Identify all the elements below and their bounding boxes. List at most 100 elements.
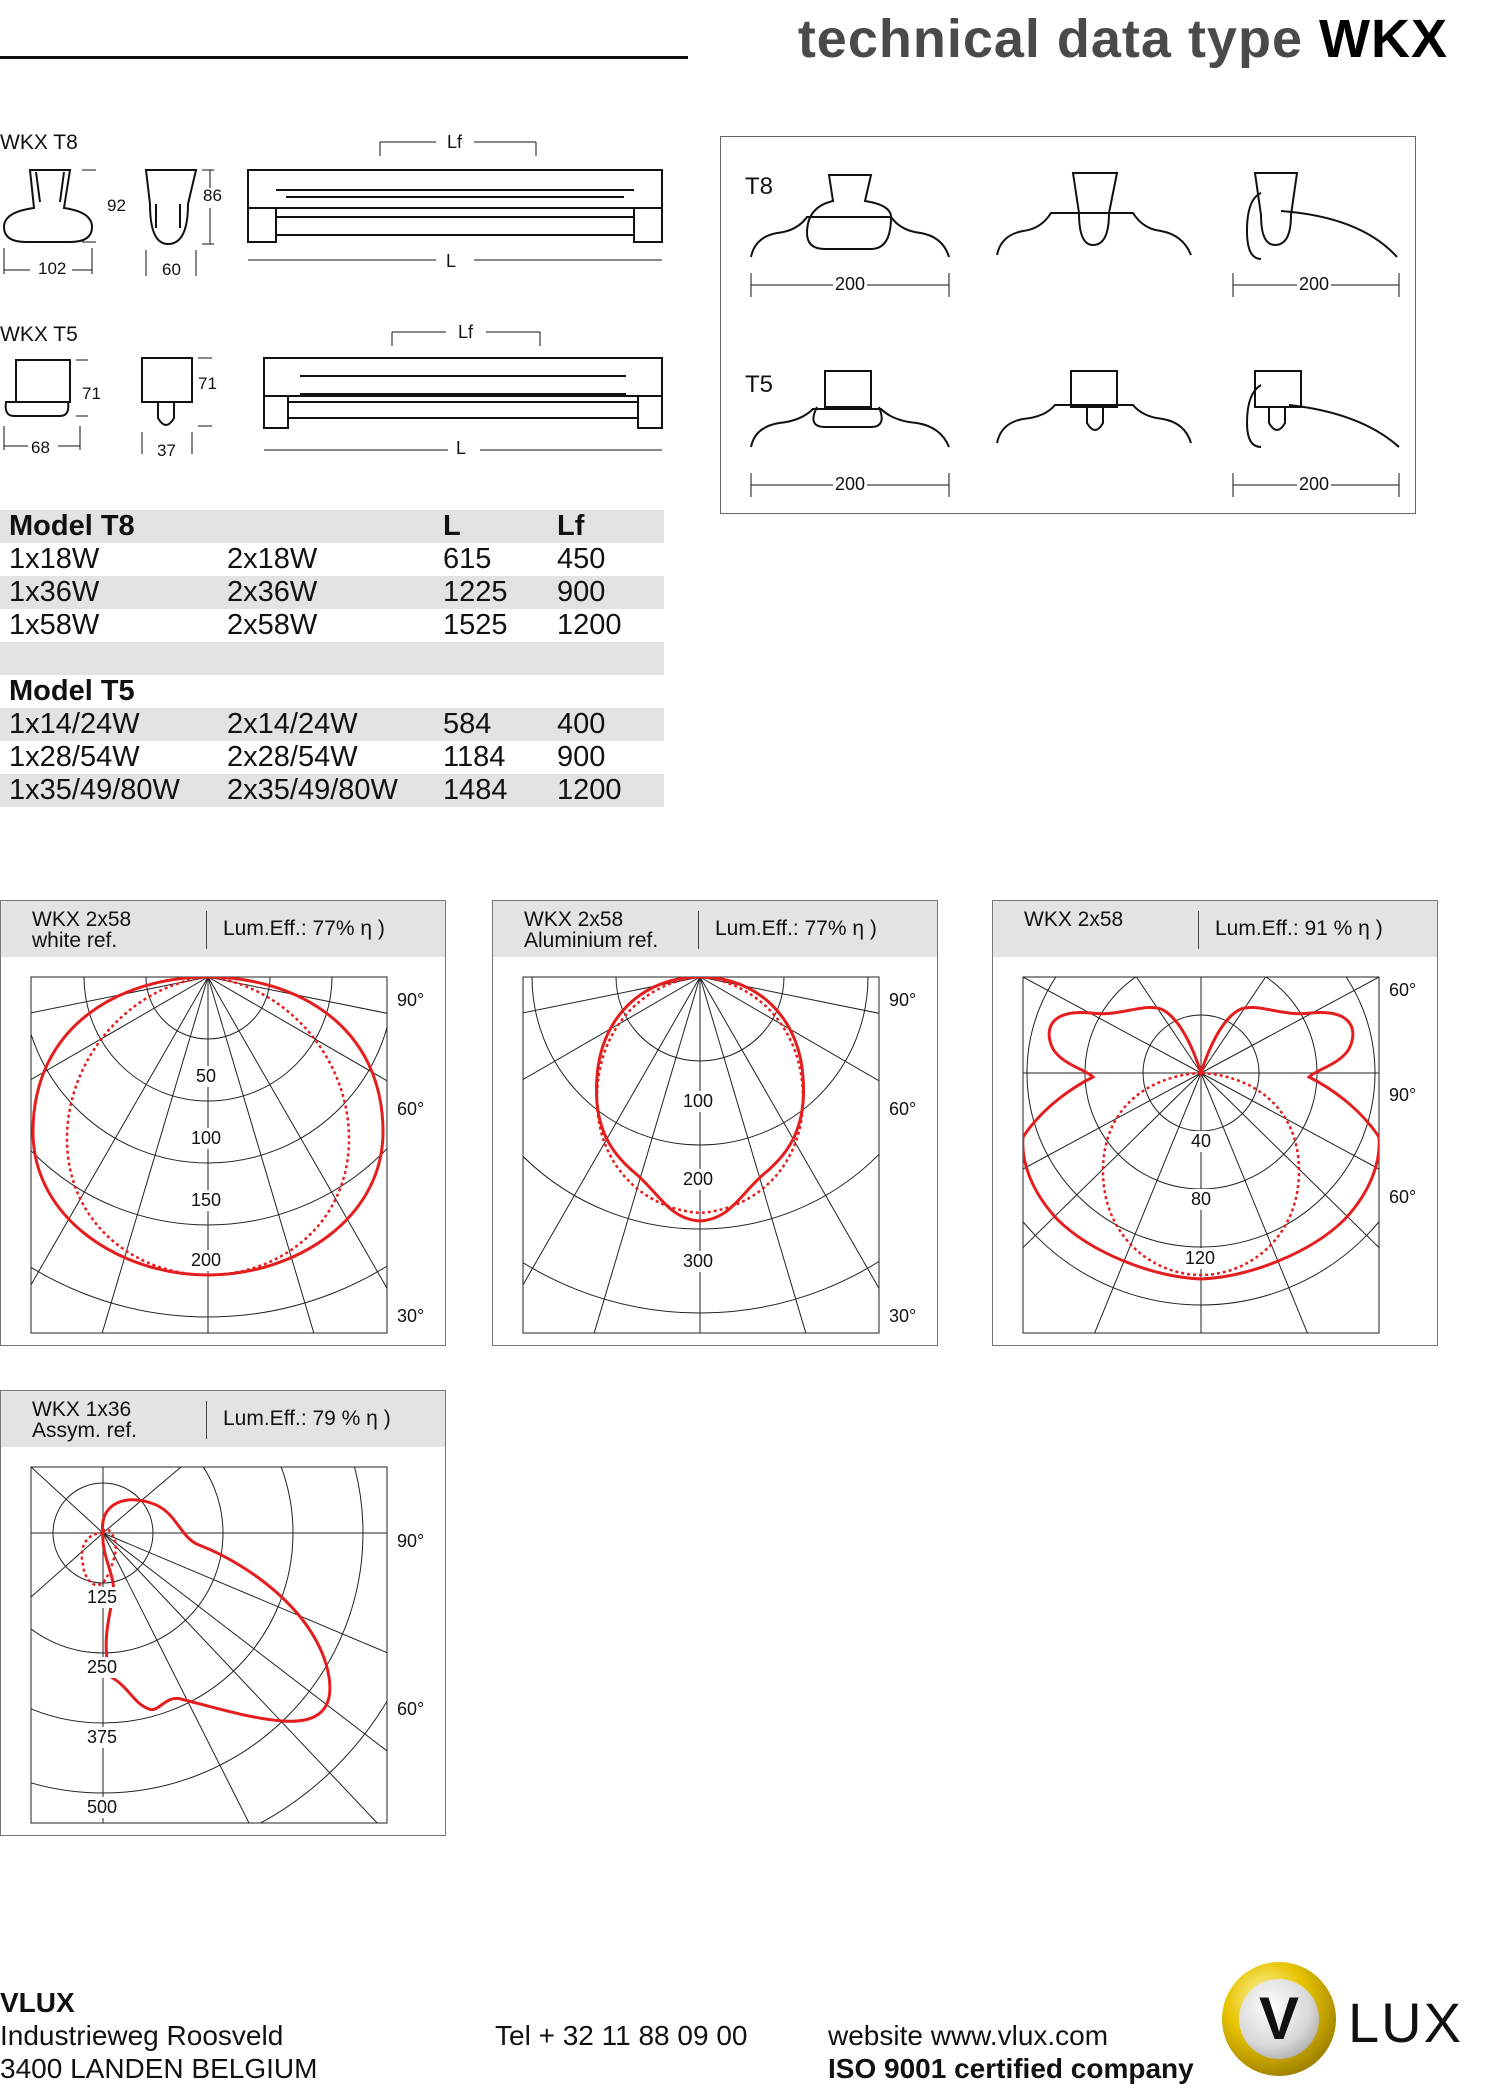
radial-label: 50 [196,1066,217,1087]
angle-label: 60° [889,1099,917,1119]
polar-chart-1 [30,976,388,1334]
cell: 615 [443,543,492,575]
table-row: 1x58W 2x58W 1525 1200 [0,609,664,642]
cell: 1x36W [0,576,218,609]
t8-mount-1 [750,174,950,258]
table-row: 1x14/24W 2x14/24W 584 400 [0,708,664,741]
street: Industrieweg Roosveld [0,2020,284,2051]
polar-panel-2: WKX 2x58 Aluminium ref. Lum.Eff.: 77% η … [492,900,938,1346]
mount-t8-label: T8 [745,173,774,201]
cell: 2x28/54W [227,741,358,773]
polar-chart-3 [1022,976,1380,1334]
t8-l-label: L [446,251,457,271]
table-row: 1x35/49/80W 2x35/49/80W 1484 1200 [0,774,664,807]
t5-width2-dim: 37 [157,441,176,460]
t8-end-section [2,169,96,274]
t5-width-dim: 68 [31,438,50,457]
cell: 1184 [443,741,506,773]
polar-chart-4 [30,1466,388,1824]
t5-lf-label: Lf [458,322,474,342]
footer-iso: ISO 9001 certified company [828,2053,1194,2084]
cell: L [434,510,548,543]
panel-header [993,901,1437,957]
angle-label: 90° [397,990,425,1010]
footer-phone: Tel + 32 11 88 09 00 [495,2020,748,2051]
page-title: technical data type WKX [797,9,1448,69]
panel-efficiency: Lum.Eff.: 77% η ) [715,917,877,940]
t8-width-dim: 102 [38,259,67,278]
radial-label: 100 [683,1091,714,1112]
t5-end-section [3,359,88,450]
t5-side-section [141,357,212,454]
model-name: WKX [1319,9,1448,69]
cell: 2x14/24W [218,708,434,741]
t8-height-dim: 92 [107,196,126,215]
cell: 2x18W [227,543,318,575]
t5-mount-1 [750,370,950,448]
panel-efficiency: Lum.Eff.: 91 % η ) [1215,917,1383,940]
polar-panel-4: WKX 1x36 Assym. ref. Lum.Eff.: 79 % η ) … [0,1390,446,1836]
radial-label: 500 [87,1797,118,1818]
table-row: 1x36W 2x36W 1225 900 [0,576,664,609]
cell: 2x35/49/80W [218,774,434,807]
company-name: VLUX [0,1987,75,2018]
cell: 2x36W [218,576,434,609]
radial-label: 250 [87,1657,118,1678]
t5-mount-2 [996,370,1192,444]
t5-l-label: L [456,438,467,458]
cell: 2x58W [227,609,318,641]
table-row: 1x18W 2x18W 615 450 [0,543,664,576]
footer-website[interactable]: website www.vlux.com [828,2020,1109,2051]
cell [218,510,434,543]
t5-mount-3 [1245,370,1400,448]
panel-model: WKX 2x58 [1024,908,1124,931]
angle-label: 30° [889,1306,917,1326]
cell: 1200 [557,609,622,641]
mount-dist-t8-right: 200 [1297,274,1332,295]
spacer-row [0,642,664,675]
polar-panel-3: WKX 2x58 Lum.Eff.: 91 % η ) 40 80 120 60… [992,900,1438,1346]
cell: 1x14/24W [0,708,218,741]
radial-label: 375 [87,1727,118,1748]
radial-label: 200 [191,1250,222,1271]
cell: 400 [548,708,664,741]
mount-dist-t8-left: 200 [833,274,868,295]
cell: 584 [434,708,548,741]
cell: Lf [548,510,664,543]
logo-text: LUX [1348,1991,1463,2054]
t5-height-dim: 71 [82,384,101,403]
cell: 1225 [434,576,548,609]
cell [218,675,434,708]
t8-mount-2 [996,172,1192,256]
angle-label: 60° [397,1699,425,1719]
city: 3400 LANDEN BELGIUM [0,2053,318,2084]
t5-height2-dim: 71 [198,374,217,393]
radial-label: 125 [87,1587,118,1608]
angle-label: 90° [889,990,917,1010]
logo-ring: V [1222,1962,1336,2076]
model-table: Model T8 L Lf 1x18W 2x18W 615 450 1x36W 2x36W 1… [0,510,664,807]
panel-efficiency: Lum.Eff.: 77% η ) [223,917,385,940]
panel-efficiency: Lum.Eff.: 79 % η ) [223,1407,391,1430]
angle-label: 90° [1389,1085,1417,1105]
t8-width2-dim: 60 [162,260,181,279]
cell: 1x35/49/80W [0,774,218,807]
cell [434,675,548,708]
logo-letter: V [1239,1979,1319,2059]
radial-label: 40 [1191,1131,1212,1152]
radial-label: 200 [683,1169,714,1190]
t8-side-section [144,169,214,276]
t8-header-row: Model T8 L Lf [0,510,664,543]
mount-t5-label: T5 [745,371,774,399]
cell: 450 [557,543,606,575]
radial-label: 80 [1191,1189,1212,1210]
radial-label: 300 [683,1251,714,1272]
mounting-diagram [750,172,1400,497]
t8-mount-3 [1245,172,1398,260]
mount-dist-t5-right: 200 [1297,474,1332,495]
cell: Model T8 [0,510,218,543]
cell: 1x58W [9,609,100,641]
cell: 900 [548,576,664,609]
t8-length-view [247,141,663,261]
panel-model: WKX 1x36 Assym. ref. [32,1398,138,1442]
